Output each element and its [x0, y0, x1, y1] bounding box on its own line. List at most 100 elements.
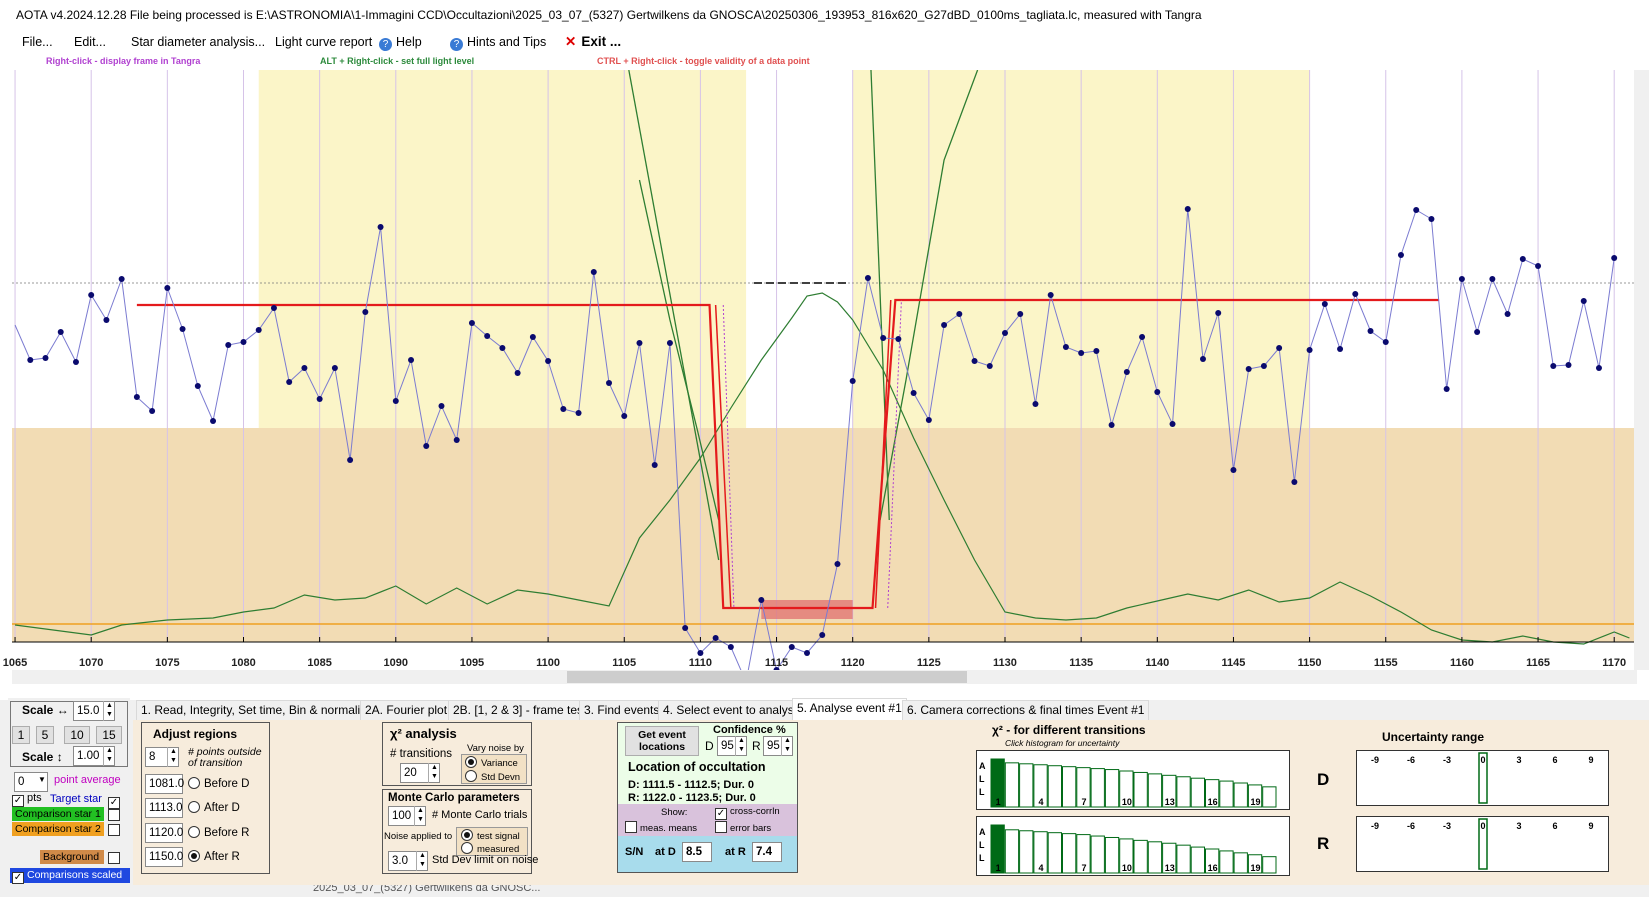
uncertainty-range-d[interactable]: -9 -6 -3 0 3 6 9 [1356, 750, 1609, 806]
comparison-star-2-checkbox[interactable] [108, 823, 123, 837]
pts-checkbox[interactable]: ✓ [12, 795, 24, 807]
scale-10-button[interactable]: 10 [64, 726, 90, 744]
scale-v-input[interactable]: 1.00 [73, 746, 115, 766]
get-event-locations-button[interactable]: Get event locations [625, 726, 699, 756]
menu-light-curve-report[interactable]: Light curve report [275, 35, 373, 49]
light-curve-plot[interactable]: 1065 1070 1075 1080 1085 1090 1095 1100 1105 1110… [0, 69, 1649, 700]
confidence-d-spinner[interactable]: ▲ ▼ [735, 736, 747, 756]
after-d-input[interactable]: 1113.0 [145, 798, 183, 818]
error-bars-checkbox[interactable]: error bars [715, 821, 771, 834]
uncertainty-svg[interactable]: -9 -6 -3 0 3 6 9 [1357, 817, 1608, 871]
tab-select-event[interactable]: 4. Select event to analyse [658, 700, 806, 720]
menu-edit[interactable]: Edit... [74, 35, 106, 49]
data-point [590, 269, 597, 275]
before-r-radio[interactable]: Before R [188, 826, 249, 839]
points-outside-input[interactable]: 8 [145, 747, 179, 767]
monte-carlo-title: Monte Carlo parameters [388, 792, 520, 804]
uncertainty-svg[interactable]: -9 -6 -3 0 3 6 9 [1357, 751, 1608, 805]
data-point [651, 462, 658, 468]
confidence-r-spinner[interactable]: ▲ ▼ [781, 736, 793, 756]
chi2-histogram-d[interactable]: A L L 1 4 7 10 13 16 19 [976, 750, 1290, 810]
confidence-r-input[interactable]: 95 [763, 736, 793, 756]
menu-star-diameter[interactable]: Star diameter analysis... [131, 35, 266, 49]
before-r-input[interactable]: 1120.0 [145, 823, 183, 843]
comparison-star-1-checkbox[interactable] [108, 808, 123, 822]
plot-scrollbar[interactable] [12, 670, 1637, 684]
noise-applied-label: Noise applied to [384, 831, 453, 842]
tab-frame-test[interactable]: 2B. [1, 2 & 3] - frame test [448, 700, 592, 720]
vary-noise-group: Variance Std Devn [461, 754, 527, 784]
before-d-input[interactable]: 1081.0 [145, 774, 184, 794]
after-d-radio[interactable]: After D [188, 801, 240, 814]
chi2-hist-d-label: D [1317, 770, 1330, 789]
meas-means-checkbox[interactable]: meas. means [625, 821, 697, 834]
scale-h-spinner[interactable]: ▲ ▼ [103, 701, 115, 721]
scale-v-spinner[interactable]: ▲ ▼ [103, 746, 115, 766]
hist-bar [1247, 854, 1263, 874]
tab-camera-corrections[interactable]: 6. Camera corrections & final times Even… [902, 700, 1150, 720]
tab-analyse-event[interactable]: 5. Analyse event #1 [792, 698, 907, 720]
data-point [727, 644, 734, 650]
points-outside-spinner[interactable]: ▲ ▼ [167, 747, 179, 767]
taskbar-item[interactable]: 2025_03_07_(5327) Gertwilkens da GNOSC..… [313, 885, 541, 894]
light-curve-svg[interactable]: 1065 1070 1075 1080 1085 1090 1095 1100 1105 1110… [0, 69, 1649, 685]
hist-bar [1176, 776, 1191, 808]
show-label: Show: [661, 807, 688, 818]
hist-bar [1162, 774, 1177, 808]
target-star-checkbox[interactable]: ✓ [108, 797, 120, 809]
hist-bar [1090, 768, 1105, 808]
x-tick-label: 1065 [3, 657, 27, 669]
data-point [453, 437, 460, 443]
data-point [819, 632, 826, 638]
data-point [1504, 311, 1511, 317]
std-dev-limit-input[interactable]: 3.0 [388, 851, 428, 871]
std-devn-radio[interactable]: Std Devn [465, 770, 520, 783]
background-checkbox[interactable] [108, 851, 123, 865]
scale-1-button[interactable]: 1 [12, 726, 30, 744]
x-tick-label: 1105 [612, 657, 636, 669]
confidence-d-input[interactable]: 95 [717, 736, 747, 756]
chi2-histogram-svg[interactable]: A L L 1 4 7 10 13 16 19 [977, 817, 1289, 875]
monte-carlo-trials-input[interactable]: 100 [388, 806, 426, 826]
chi2-histogram-svg[interactable]: A L L 1 4 7 10 13 16 19 [977, 751, 1289, 809]
after-r-input[interactable]: 1150.0 [145, 847, 183, 867]
after-r-radio[interactable]: After R [188, 850, 240, 863]
test-signal-radio[interactable]: test signal [461, 829, 520, 842]
tab-read[interactable]: 1. Read, Integrity, Set time, Bin & norm… [136, 700, 378, 720]
std-dev-limit-spinner[interactable]: ▲ ▼ [416, 851, 428, 871]
scrollbar-thumb[interactable] [567, 671, 967, 683]
tab-strip: 1. Read, Integrity, Set time, Bin & norm… [0, 698, 1649, 720]
measured-radio[interactable]: measured [461, 842, 519, 855]
comparisons-scaled-row[interactable]: ✓ Comparisons scaled [10, 868, 130, 884]
transitions-spinner[interactable]: ▲ ▼ [428, 763, 440, 783]
sn-at-d-label: at D [655, 846, 676, 858]
transitions-input[interactable]: 20 [400, 763, 440, 783]
uncertainty-range-r[interactable]: -9 -6 -3 0 3 6 9 [1356, 816, 1609, 872]
tab-find-events[interactable]: 3. Find events [579, 700, 665, 720]
scale-15-button[interactable]: 15 [96, 726, 122, 744]
menu-help[interactable]: ? Help [379, 35, 422, 51]
hist-bar [1176, 844, 1191, 874]
data-point [362, 309, 369, 315]
point-average-select[interactable]: 0 [14, 772, 48, 792]
display-controls: Scale ↔ 15.0 ▲ ▼ 1 5 10 15 Scale ↕ 1.00 ▲… [8, 698, 130, 888]
menu-hints[interactable]: ? Hints and Tips [450, 35, 546, 51]
cross-corrln-checkbox[interactable]: ✓ cross-corrln [715, 806, 780, 820]
tab-fourier[interactable]: 2A. Fourier plot [360, 700, 453, 720]
chi2-histogram-r[interactable]: A L L 1 4 7 10 13 16 19 [976, 816, 1290, 876]
data-point [1337, 346, 1344, 352]
scale-5-button[interactable]: 5 [36, 726, 54, 744]
window-title: AOTA v4.2024.12.28 File being processed … [16, 8, 1202, 22]
comparisons-scaled-checkbox[interactable]: ✓ [12, 872, 24, 884]
menu-file[interactable]: File... [22, 35, 53, 49]
monte-carlo-trials-spinner[interactable]: ▲ ▼ [414, 806, 426, 826]
data-point [666, 340, 673, 346]
hint-right-click: Right-click - display frame in Tangra [46, 56, 201, 66]
variance-radio[interactable]: Variance [465, 756, 518, 769]
data-point [1215, 310, 1222, 316]
before-d-radio[interactable]: Before D [188, 777, 249, 790]
scale-h-input[interactable]: 15.0 [73, 701, 115, 721]
data-point [1474, 329, 1481, 335]
menu-exit[interactable]: ✕ Exit ... [565, 34, 621, 50]
